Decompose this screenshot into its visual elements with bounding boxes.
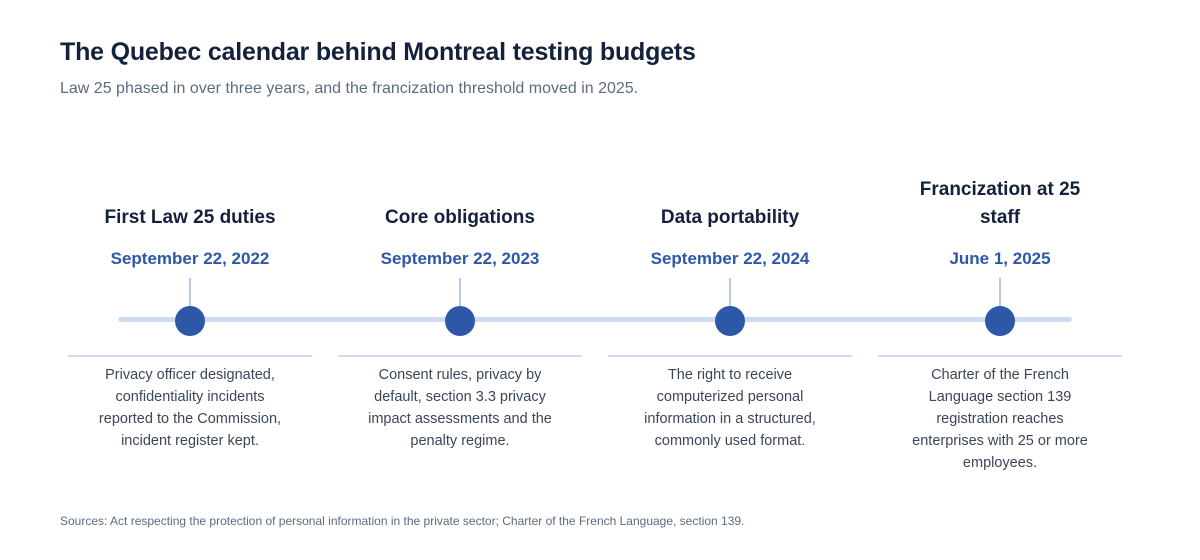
source-note: Sources: Act respecting the protection o…	[60, 514, 745, 528]
milestone-heading: Core obligations	[385, 207, 535, 228]
milestone-description: Charter of the French Language section 1…	[912, 367, 1088, 471]
page-subtitle: Law 25 phased in over three years, and t…	[60, 80, 639, 97]
milestone-divider	[338, 355, 582, 357]
milestone-divider	[878, 355, 1122, 357]
milestone-2023: Core obligations September 22, 2023 Cons…	[338, 0, 582, 560]
milestone-2024: Data portability September 22, 2024 The …	[608, 0, 852, 560]
timeline-track	[118, 317, 1072, 322]
milestone-date: September 22, 2023	[380, 249, 540, 268]
milestone-divider	[608, 355, 852, 357]
milestone-heading: First Law 25 duties	[104, 207, 276, 228]
milestone-description: The right to receive computerized person…	[644, 367, 816, 449]
milestone-marker	[715, 306, 745, 336]
milestone-description: Consent rules, privacy by default, secti…	[368, 367, 552, 449]
milestone-description: Privacy officer designated, confidential…	[98, 367, 282, 449]
milestone-connector	[999, 278, 1001, 306]
milestone-connector	[459, 278, 461, 306]
milestone-heading: Francization at 25 staff	[919, 179, 1081, 228]
milestone-marker	[985, 306, 1015, 336]
page-title: The Quebec calendar behind Montreal test…	[60, 38, 696, 66]
milestone-marker	[445, 306, 475, 336]
milestone-2022: First Law 25 duties September 22, 2022 P…	[68, 0, 312, 560]
milestone-date: September 22, 2022	[110, 249, 270, 268]
milestone-marker	[175, 306, 205, 336]
milestone-heading: Data portability	[660, 207, 800, 228]
milestone-connector	[729, 278, 731, 306]
milestone-connector	[189, 278, 191, 306]
milestone-2025: Francization at 25 staff June 1, 2025 Ch…	[878, 0, 1122, 560]
milestone-date: September 22, 2024	[650, 249, 810, 268]
milestone-divider	[68, 355, 312, 357]
milestone-date: June 1, 2025	[949, 249, 1051, 268]
